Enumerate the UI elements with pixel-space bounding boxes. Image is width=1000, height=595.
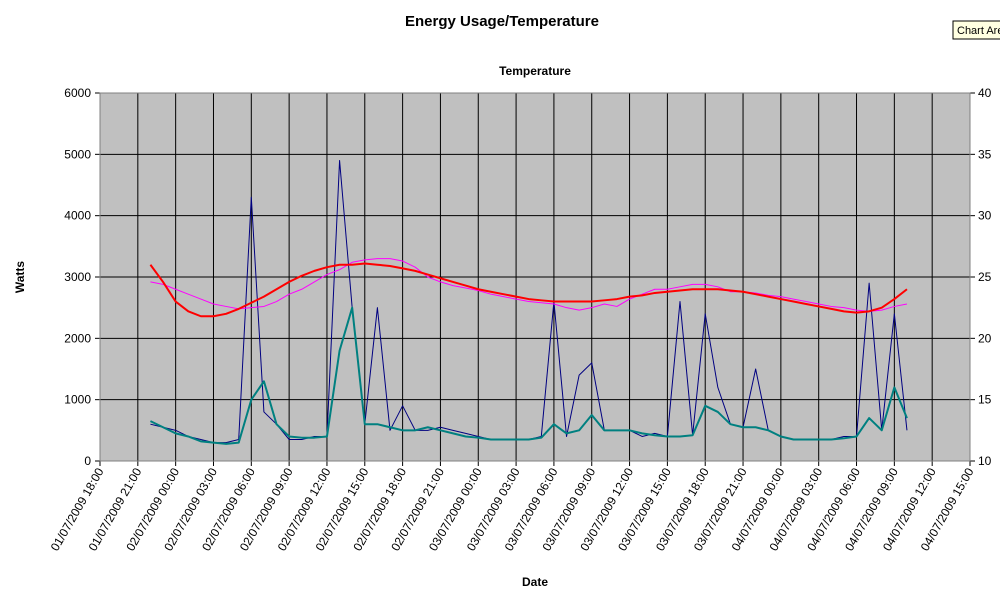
y2-tick-label: 25 xyxy=(978,270,992,284)
y-tick-label: 0 xyxy=(84,454,91,468)
chart-subtitle: Temperature xyxy=(499,64,571,78)
y-tick-label: 1000 xyxy=(64,393,91,407)
y-tick-label: 4000 xyxy=(64,209,91,223)
y-tick-label: 2000 xyxy=(64,331,91,345)
y2-tick-label: 10 xyxy=(978,454,992,468)
series-line xyxy=(150,258,908,312)
tooltip: Chart Are xyxy=(957,25,1000,37)
chart-title: Energy Usage/Temperature xyxy=(405,13,599,30)
y2-tick-label: 40 xyxy=(978,86,992,100)
series-line xyxy=(149,306,908,445)
y2-tick-label: 35 xyxy=(978,147,992,161)
series-line xyxy=(149,262,908,318)
y-tick-label: 3000 xyxy=(64,270,91,284)
plot-border xyxy=(99,92,971,462)
y-tick-label: 5000 xyxy=(64,147,91,161)
x-axis-label: Date xyxy=(522,575,548,589)
y-axis-label: Watts xyxy=(13,261,27,294)
tooltip-box xyxy=(952,20,1000,40)
y2-tick-label: 20 xyxy=(978,331,992,345)
y-tick-label: 6000 xyxy=(64,86,91,100)
y2-tick-label: 30 xyxy=(978,209,992,223)
y2-tick-label: 15 xyxy=(978,393,992,407)
